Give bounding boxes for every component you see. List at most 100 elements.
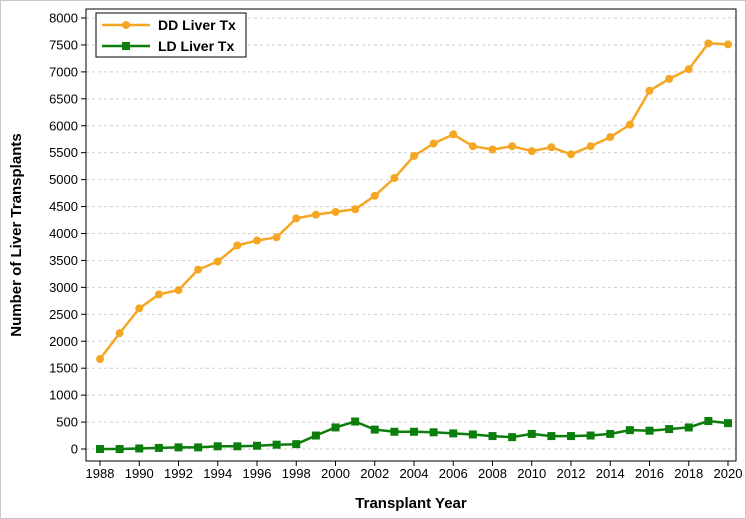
data-point [410,427,418,436]
y-tick-label: 7000 [49,64,78,79]
data-point [527,147,536,156]
data-point [370,425,379,434]
plot-area-frame [85,8,737,462]
data-point [586,142,595,151]
legend-marker [122,42,130,50]
data-point [468,430,477,439]
data-point [645,86,654,95]
data-point [449,130,458,139]
data-point [174,443,183,452]
data-point [665,74,674,83]
data-point [272,440,281,449]
x-tick-label: 1998 [282,466,311,481]
data-point [370,191,379,200]
data-point [233,442,242,451]
data-point [272,233,281,242]
data-point [174,286,183,295]
data-point [253,441,261,450]
y-tick-label: 4500 [49,199,78,214]
x-tick-label: 2014 [596,466,625,481]
data-point [410,151,418,160]
x-tick-label: 2012 [557,466,586,481]
data-point [135,304,144,313]
gridlines [86,17,736,450]
x-tick-label: 1992 [164,466,193,481]
legend-label: LD Liver Tx [158,38,234,54]
data-point [390,174,399,183]
data-point [586,431,595,440]
y-tick-label: 1000 [49,388,78,403]
x-tick-label: 2002 [360,466,389,481]
data-point [625,120,634,129]
data-point [468,142,477,151]
data-point [645,426,654,435]
data-point [115,445,124,453]
data-point [449,429,458,438]
y-tick-label: 500 [56,415,78,430]
data-point [625,426,634,435]
x-axis-title: Transplant Year [355,495,467,512]
legend-label: DD Liver Tx [158,17,236,33]
x-tick-label: 2008 [478,466,507,481]
y-tick-label: 4000 [49,226,78,241]
data-point [606,133,615,142]
data-point [115,329,124,338]
x-tick-label: 2010 [517,466,546,481]
data-point [724,40,732,49]
y-tick-label: 6000 [49,118,78,133]
data-point [527,429,536,438]
data-point [135,444,144,453]
x-tick-label: 1988 [86,466,115,481]
data-point [567,432,575,441]
x-tick-label: 2018 [674,466,703,481]
data-point [292,214,301,223]
y-tick-label: 7500 [49,37,78,52]
data-point [567,150,575,159]
data-point [508,142,517,151]
data-point [429,428,438,437]
data-point [213,257,222,266]
data-point [351,417,360,426]
data-point [331,423,340,432]
data-point [96,445,104,453]
data-point [194,443,203,452]
y-tick-label: 2000 [49,334,78,349]
data-point [292,440,301,449]
series-line [99,42,729,360]
y-tick-label: 2500 [49,307,78,322]
data-point [213,442,222,451]
data-point [154,290,163,299]
data-point [154,443,163,452]
x-tick-label: 2006 [439,466,468,481]
y-axis-title: Number of Liver Transplants [8,133,25,336]
legend-marker [122,21,130,29]
data-point [488,432,497,441]
x-tick-label: 1994 [203,466,232,481]
y-tick-label: 0 [71,442,78,457]
legend-item: LD Liver Tx [102,38,234,54]
data-point [704,416,713,425]
x-tick-label: 2016 [635,466,664,481]
y-axis: 0 500 1000 1500 2000 2500 3000 3500 4000 4500 5000… [49,11,86,457]
x-tick-label: 1996 [243,466,272,481]
data-point [684,423,693,432]
series-ld-liver-tx [96,416,732,453]
data-point [331,207,340,216]
data-point [665,425,674,434]
data-point [311,210,320,219]
y-tick-label: 5000 [49,172,78,187]
data-point [684,65,693,74]
data-point [311,431,320,440]
data-point [724,419,732,428]
x-tick-label: 2004 [400,466,429,481]
x-axis: 1988 1990 1992 1994 1996 1998 2000 2002 2004 2006… [86,461,742,481]
y-tick-label: 8000 [49,11,78,26]
data-point [96,355,104,364]
y-tick-label: 5500 [49,145,78,160]
data-point [704,39,713,48]
legend-item: DD Liver Tx [102,17,236,33]
legend: DD Liver Tx LD Liver Tx [95,12,247,58]
data-point [606,429,615,438]
